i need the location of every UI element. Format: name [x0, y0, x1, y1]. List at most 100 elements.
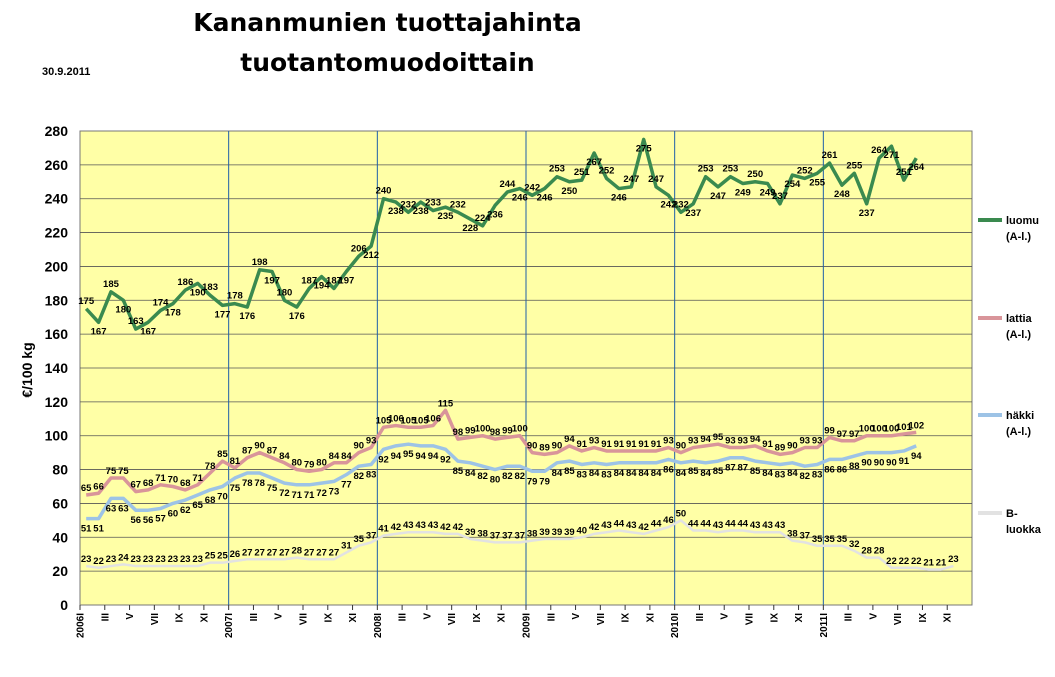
- data-label: 250: [561, 186, 577, 197]
- data-label: 101: [896, 422, 913, 433]
- data-label: 91: [601, 439, 612, 450]
- data-label: 251: [896, 167, 913, 178]
- data-label: 37: [502, 530, 513, 541]
- data-label: 28: [292, 546, 303, 557]
- data-label: 94: [415, 451, 426, 462]
- data-label: 80: [292, 458, 303, 469]
- data-label: 98: [490, 427, 501, 438]
- data-label: 39: [539, 527, 550, 538]
- legend-label: B-: [1006, 508, 1018, 520]
- data-label: 77: [341, 480, 352, 491]
- data-label: 250: [747, 169, 763, 180]
- data-label: 206: [351, 243, 367, 254]
- data-label: 89: [539, 442, 550, 453]
- data-label: 175: [78, 296, 95, 307]
- data-label: 22: [886, 556, 897, 567]
- data-label: 176: [239, 311, 255, 322]
- data-label: 23: [155, 554, 166, 565]
- y-tick-label: 140: [45, 360, 69, 376]
- data-label: 98: [453, 427, 464, 438]
- data-label: 252: [797, 165, 813, 176]
- data-label: 28: [861, 546, 872, 557]
- data-label: 102: [908, 420, 924, 431]
- data-label: 228: [462, 223, 478, 234]
- x-tick-label: IX: [175, 613, 186, 623]
- data-label: 99: [465, 425, 476, 436]
- data-label: 22: [899, 556, 910, 567]
- data-label: 100: [884, 424, 900, 435]
- data-label: 242: [661, 199, 677, 210]
- x-tick-label: VII: [745, 613, 756, 625]
- data-label: 252: [599, 165, 615, 176]
- data-label: 22: [911, 556, 922, 567]
- data-label: 253: [549, 164, 565, 175]
- data-label: 84: [626, 468, 637, 479]
- y-tick-label: 280: [45, 123, 69, 139]
- data-label: 82: [502, 471, 513, 482]
- y-tick-label: 220: [45, 225, 69, 241]
- data-label: 91: [638, 439, 649, 450]
- data-label: 78: [254, 478, 265, 489]
- x-tick-label: VII: [596, 613, 607, 625]
- data-label: 233: [425, 198, 441, 209]
- data-label: 84: [329, 451, 340, 462]
- data-label: 83: [366, 469, 377, 480]
- data-label: 90: [787, 441, 798, 452]
- data-label: 71: [155, 473, 166, 484]
- data-label: 70: [168, 475, 179, 486]
- data-label: 83: [601, 469, 612, 480]
- x-tick-label: XI: [497, 613, 508, 623]
- data-label: 94: [750, 434, 761, 445]
- x-tick-label: IX: [769, 613, 780, 623]
- data-label: 84: [676, 468, 687, 479]
- data-label: 264: [908, 162, 925, 173]
- data-label: 93: [799, 436, 810, 447]
- data-label: 94: [911, 451, 922, 462]
- data-label: 43: [762, 520, 773, 531]
- x-tick-label: VII: [150, 613, 161, 625]
- x-tick-label: IX: [323, 613, 334, 623]
- series-line-1: [85, 408, 917, 497]
- data-label: 90: [886, 458, 897, 469]
- data-label: 38: [477, 529, 488, 540]
- data-label: 44: [700, 519, 711, 530]
- data-label: 37: [366, 530, 377, 541]
- y-tick-label: 20: [52, 563, 68, 579]
- data-label: 71: [192, 473, 203, 484]
- data-label: 91: [899, 456, 910, 467]
- legend-label: luokka: [1006, 524, 1042, 536]
- data-label: 249: [735, 187, 751, 198]
- x-tick-label: 2007I: [224, 613, 235, 638]
- legend-label: lattia: [1006, 313, 1033, 325]
- y-tick-label: 60: [52, 495, 68, 511]
- x-tick-label: 2011I: [819, 613, 830, 638]
- data-label: 79: [539, 476, 550, 487]
- data-label: 244: [499, 179, 516, 190]
- data-label: 90: [861, 458, 872, 469]
- data-label: 100: [859, 424, 875, 435]
- data-label: 237: [772, 191, 788, 202]
- data-label: 23: [948, 554, 959, 565]
- data-label: 85: [453, 466, 464, 477]
- data-label: 83: [775, 469, 786, 480]
- data-label: 40: [576, 525, 587, 536]
- data-label: 63: [118, 503, 129, 514]
- data-label: 261: [822, 150, 839, 161]
- data-label: 115: [438, 398, 454, 409]
- data-label: 84: [787, 468, 798, 479]
- data-label: 251: [574, 167, 591, 178]
- data-label: 23: [180, 554, 191, 565]
- data-label: 42: [391, 522, 402, 533]
- x-tick-label: III: [100, 613, 111, 622]
- data-label: 264: [871, 145, 888, 156]
- data-label: 84: [341, 451, 352, 462]
- data-label: 197: [264, 276, 280, 287]
- data-label: 85: [564, 466, 575, 477]
- data-label: 25: [205, 551, 216, 562]
- data-label: 267: [586, 157, 602, 168]
- data-label: 237: [685, 208, 701, 219]
- data-label: 68: [205, 495, 216, 506]
- data-label: 186: [177, 277, 193, 288]
- data-label: 91: [762, 439, 773, 450]
